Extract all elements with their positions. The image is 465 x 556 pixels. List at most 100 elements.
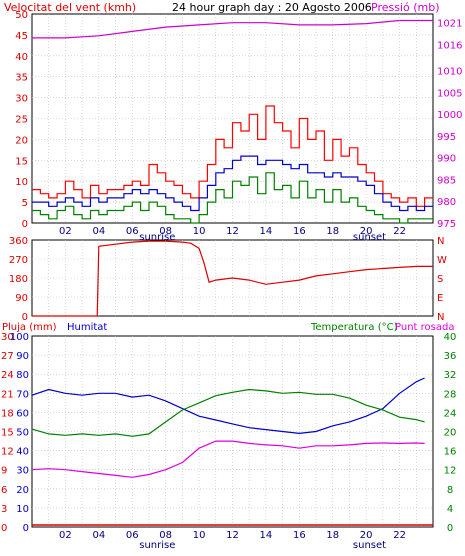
x-tick-label: 02	[59, 226, 72, 237]
wind-gust-line	[32, 105, 433, 207]
x-tick-label: 12	[226, 226, 239, 237]
x-tick-label: 04	[92, 530, 105, 541]
x-tick-label: 18	[326, 530, 339, 541]
x-tick-label: 10	[193, 226, 206, 237]
wind-speed-tick-label: 5	[22, 198, 28, 209]
sunrise-label: sunrise	[139, 232, 175, 243]
temperature-tick-label: 12	[444, 466, 457, 477]
x-tick-label: 22	[393, 530, 406, 541]
x-tick-label: 14	[260, 530, 273, 541]
sunset-label: sunset	[353, 232, 386, 243]
humidity-tick-label: 60	[16, 408, 29, 419]
wind-average-line	[32, 155, 433, 212]
wind-direction-line	[32, 240, 433, 317]
compass-tick-label: N	[437, 236, 444, 247]
wind-speed-tick-label: 10	[15, 177, 28, 188]
compass-tick-label: N	[437, 312, 444, 323]
wind-speed-tick-label: 30	[15, 94, 28, 105]
series-layer	[31, 19, 433, 526]
wind-speed-tick-label: 45	[15, 31, 28, 42]
humidity-tick-label: 30	[16, 466, 29, 477]
x-tick-label: 08	[159, 530, 172, 541]
temperature-tick-label: 40	[444, 332, 457, 343]
direction-tick-label: 180	[9, 274, 28, 285]
humidity-tick-label: 40	[16, 447, 29, 458]
humidity-axis-title: Humitat	[67, 322, 107, 333]
rain-tick-label: 9	[1, 466, 7, 477]
temperature-tick-label: 28	[444, 389, 457, 400]
x-tick-label: 16	[293, 530, 306, 541]
x-tick-label: 20	[360, 226, 373, 237]
x-tick-label: 02	[59, 530, 72, 541]
temperature-line	[31, 388, 425, 437]
sunrise-label-bottom: sunrise	[139, 540, 175, 551]
wind-minimum-line	[32, 172, 433, 224]
humidity-tick-label: 70	[16, 389, 29, 400]
compass-tick-label: W	[437, 255, 447, 266]
rain-tick-label: 3	[1, 504, 7, 515]
pressure-line	[32, 19, 433, 39]
x-tick-label: 14	[260, 226, 273, 237]
humidity-tick-label: 100	[10, 332, 29, 343]
direction-tick-label: 90	[15, 293, 28, 304]
pressure-tick-label: 1021	[437, 19, 462, 30]
compass-tick-label: S	[437, 274, 443, 285]
pressure-tick-label: 1005	[437, 88, 462, 99]
compass-tick-label: E	[437, 293, 443, 304]
x-tick-label: 10	[193, 530, 206, 541]
humidity-line	[31, 377, 425, 435]
rain-tick-label: 24	[1, 370, 14, 381]
pressure-tick-label: 1010	[437, 67, 462, 78]
x-tick-label: 20	[360, 530, 373, 541]
x-tick-label: 04	[92, 226, 105, 237]
wind-speed-axis-title: Velocitat del vent (kmh)	[4, 1, 136, 14]
wind-speed-tick-label: 20	[15, 135, 28, 146]
humidity-tick-label: 20	[16, 485, 29, 496]
dewpoint-axis-title: Punt rosada	[395, 322, 454, 333]
rain-tick-label: 21	[1, 389, 14, 400]
x-tick-label: 08	[159, 226, 172, 237]
pressure-tick-label: 985	[437, 175, 456, 186]
x-tick-label: 06	[126, 226, 139, 237]
pressure-tick-label: 995	[437, 132, 456, 143]
temperature-tick-label: 24	[444, 408, 457, 419]
temperature-tick-label: 8	[447, 485, 453, 496]
temperature-axis-title: Temperatura (°C)	[310, 322, 398, 333]
temperature-tick-label: 32	[444, 370, 457, 381]
wind-speed-tick-label: 40	[15, 52, 28, 63]
x-tick-label: 18	[326, 226, 339, 237]
direction-tick-label: 360	[9, 236, 28, 247]
rain-tick-label: 6	[1, 485, 7, 496]
pressure-axis-title: Pressió (mb)	[371, 1, 440, 14]
x-tick-label: 12	[226, 530, 239, 541]
temperature-tick-label: 36	[444, 351, 457, 362]
temperature-tick-label: 20	[444, 428, 457, 439]
temperature-tick-label: 0	[447, 523, 453, 534]
sunset-label-bottom: sunset	[353, 540, 386, 551]
rain-tick-label: 30	[1, 332, 14, 343]
humidity-tick-label: 80	[16, 370, 29, 381]
rain-tick-label: 27	[1, 351, 14, 362]
rain-axis-title: Pluja (mm)	[2, 322, 57, 333]
humidity-tick-label: 0	[23, 523, 29, 534]
humidity-tick-label: 10	[16, 504, 29, 515]
x-tick-label: 16	[293, 226, 306, 237]
wind-speed-tick-label: 25	[15, 115, 28, 126]
wind-speed-tick-label: 0	[22, 219, 28, 230]
temperature-tick-label: 4	[447, 504, 453, 515]
pressure-tick-label: 1000	[437, 110, 462, 121]
rain-tick-label: 15	[1, 428, 14, 439]
wind-speed-tick-label: 15	[15, 156, 28, 167]
humidity-tick-label: 90	[16, 351, 29, 362]
x-tick-label: 06	[126, 530, 139, 541]
wind-speed-tick-label: 50	[15, 10, 28, 21]
dewpoint-line	[31, 440, 425, 478]
humidity-tick-label: 50	[16, 428, 29, 439]
pressure-tick-label: 1016	[437, 40, 462, 51]
pressure-tick-label: 990	[437, 154, 456, 165]
temperature-tick-label: 16	[444, 447, 457, 458]
direction-tick-label: 270	[9, 255, 28, 266]
